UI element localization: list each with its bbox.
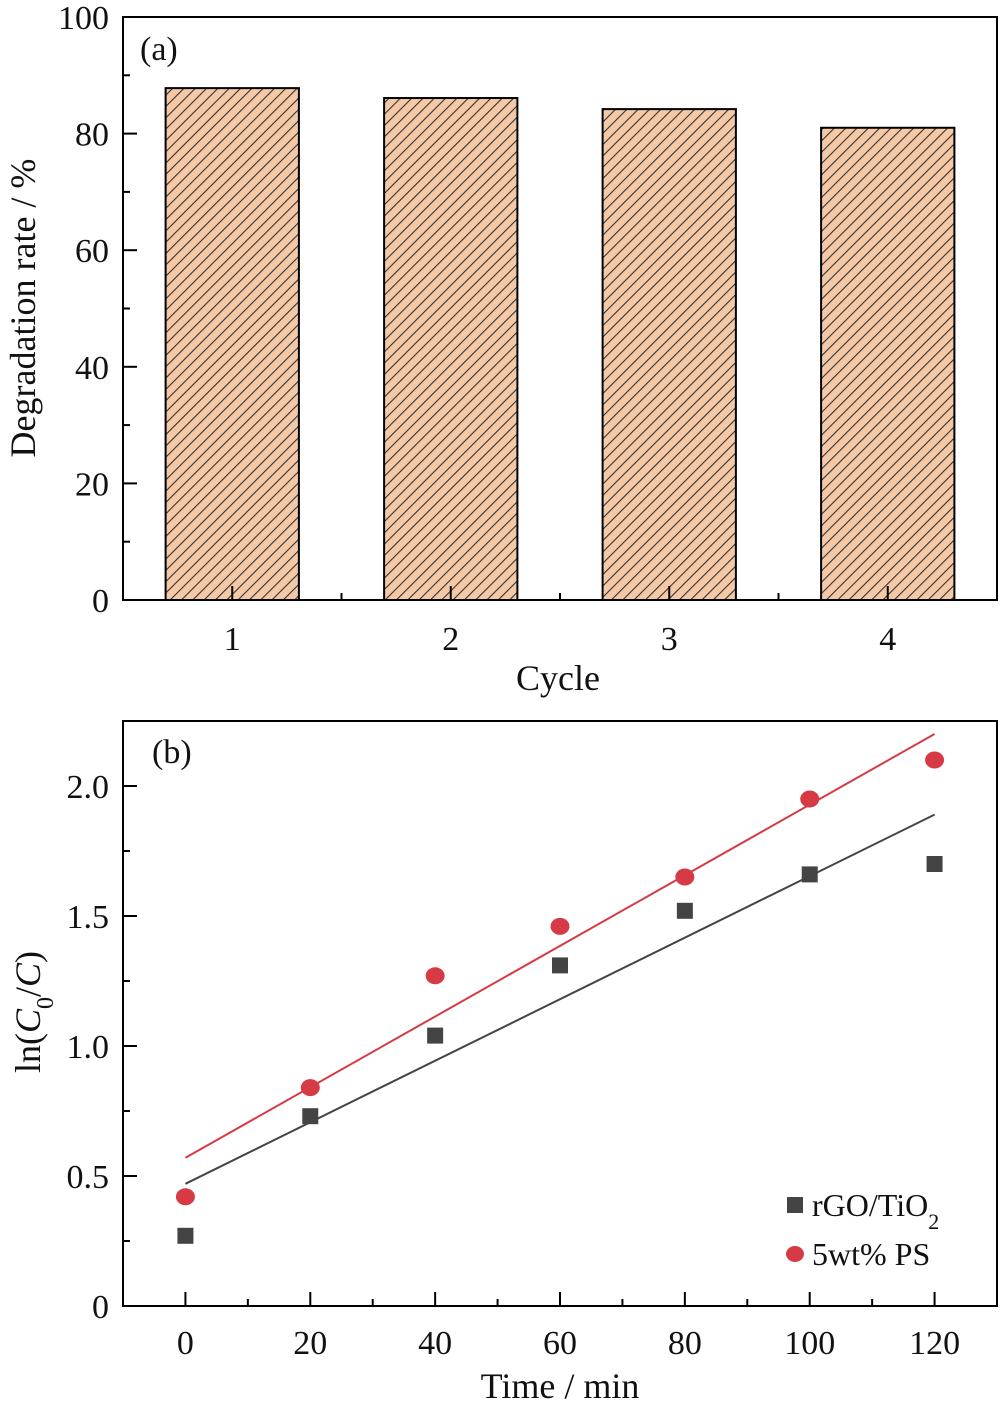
- panel-a-bars: [164, 87, 956, 602]
- point-rgo-tio2: [552, 957, 568, 974]
- x-tick-label: 60: [543, 1325, 577, 1362]
- legend-marker-rgo-tio2: [787, 1197, 803, 1213]
- x-tick-label: 2: [442, 621, 459, 658]
- y-tick-label: 1.5: [67, 899, 110, 936]
- legend-label-rgo-tio2: rGO/TiO2: [812, 1187, 939, 1234]
- y-tick-label: 0: [92, 1289, 109, 1326]
- fit-line-5wt-ps: [184, 733, 936, 1159]
- panel-a-label: (a): [140, 31, 178, 68]
- y-tick-label: 80: [75, 117, 109, 154]
- point-5wt-ps: [550, 917, 570, 935]
- panel-a-x-axis: 1 2 3 4: [122, 586, 998, 658]
- panel-a-y-axis: 0 20 40 60 80 100: [58, 0, 137, 620]
- point-rgo-tio2: [926, 856, 943, 872]
- x-tick-label: 4: [879, 621, 896, 658]
- y-tick-label: 20: [75, 466, 109, 503]
- point-5wt-ps: [300, 1079, 320, 1097]
- bar-cycle-3: [601, 108, 737, 601]
- x-tick-label: 1: [224, 621, 241, 658]
- x-tick-label: 0: [177, 1325, 194, 1362]
- point-rgo-tio2: [302, 1108, 319, 1125]
- x-tick-label: 3: [661, 621, 678, 658]
- legend-label-5wt-ps: 5wt% PS: [812, 1236, 930, 1272]
- x-tick-label: 120: [909, 1325, 960, 1362]
- x-tick-label: 20: [293, 1325, 327, 1362]
- panel-a-x-axis-title: Cycle: [516, 658, 600, 698]
- panel-b-x-axis: 0 20 40 60 80 100 120: [177, 1292, 998, 1362]
- point-rgo-tio2: [177, 1227, 194, 1244]
- point-rgo-tio2: [801, 866, 818, 883]
- point-5wt-ps: [425, 967, 445, 985]
- y-tick-label: 40: [75, 350, 109, 387]
- fit-line-rgo-tio2: [184, 813, 936, 1185]
- panel-a-y-axis-title: Degradation rate / %: [3, 159, 43, 458]
- y-tick-label: 1.0: [67, 1029, 110, 1066]
- panel-a-bar-chart: (a) 0 20 40 60 80 100 1 2 3 4 Cycle Degradation …: [3, 0, 998, 698]
- point-rgo-tio2: [427, 1027, 444, 1044]
- panel-b-label: (b): [152, 734, 192, 771]
- point-5wt-ps: [175, 1188, 195, 1206]
- y-tick-label: 60: [75, 233, 109, 270]
- y-tick-label: 2.0: [67, 769, 110, 806]
- x-tick-label: 80: [668, 1325, 702, 1362]
- y-tick-label: 100: [58, 0, 109, 37]
- x-tick-label: 40: [418, 1325, 452, 1362]
- panel-b-points: [175, 751, 945, 1244]
- point-5wt-ps: [800, 790, 820, 808]
- y-tick-label: 0.5: [67, 1159, 110, 1196]
- point-5wt-ps: [675, 868, 695, 886]
- point-rgo-tio2: [676, 902, 693, 919]
- panel-b-legend: rGO/TiO2 5wt% PS: [786, 1187, 939, 1272]
- bar-cycle-4: [820, 126, 956, 602]
- x-tick-label: 100: [784, 1325, 835, 1362]
- legend-marker-5wt-ps: [786, 1246, 804, 1262]
- panel-b-y-axis-title: ln(C0/C): [8, 951, 59, 1073]
- panel-b-y-axis: 0 0.5 1.0 1.5 2.0: [67, 769, 137, 1326]
- bar-cycle-2: [383, 97, 519, 602]
- bar-cycle-1: [164, 87, 300, 601]
- panel-b-x-axis-title: Time / min: [481, 1366, 640, 1406]
- point-5wt-ps: [925, 751, 945, 769]
- panel-b-scatter-chart: (b) 0 0.5 1.0 1.5 2.0 0 20 40 60 80 100 120 Time /…: [8, 720, 998, 1406]
- y-tick-label: 0: [92, 583, 109, 620]
